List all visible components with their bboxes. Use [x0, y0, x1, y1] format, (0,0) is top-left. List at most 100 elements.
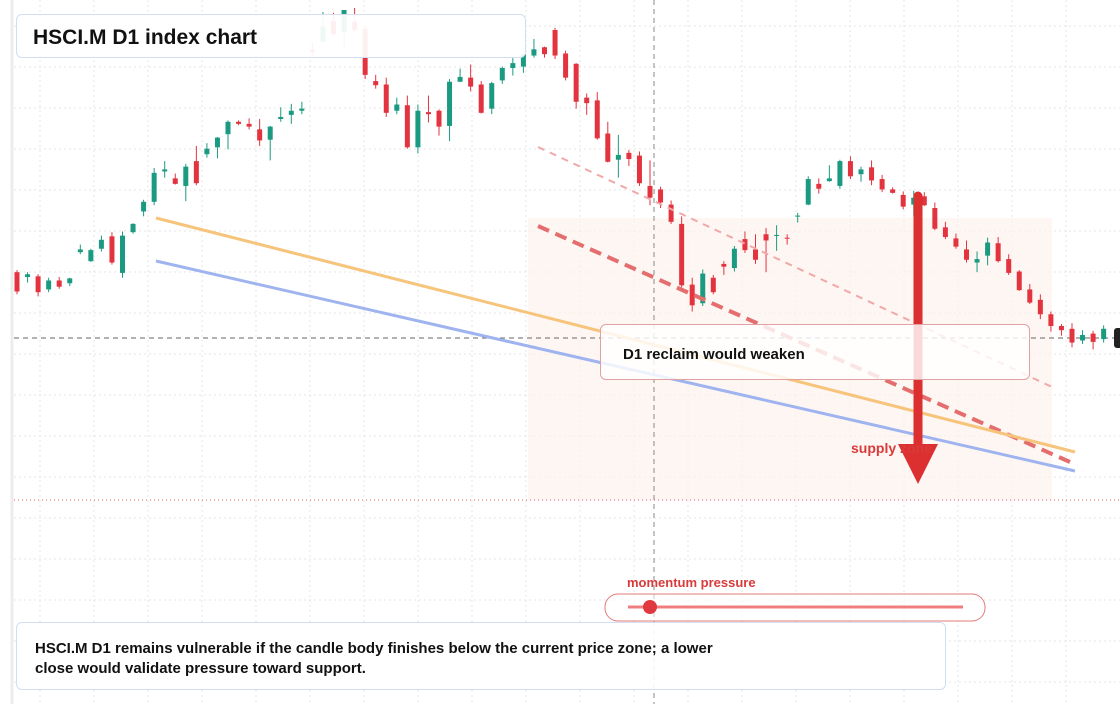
- candle-body: [879, 179, 885, 190]
- candle-body: [584, 97, 590, 104]
- candle-body: [647, 185, 653, 198]
- candle-body: [447, 81, 453, 126]
- candle-body: [721, 263, 727, 267]
- candle-body: [109, 236, 115, 263]
- candle-body: [1090, 333, 1096, 342]
- candle-body: [942, 227, 948, 238]
- candle-body: [394, 104, 400, 111]
- candle-body: [826, 178, 832, 182]
- down-arrow-head: [898, 444, 938, 484]
- candle-body: [921, 196, 927, 206]
- candle-body: [193, 161, 199, 184]
- candle-body: [520, 54, 526, 67]
- candle-body: [257, 129, 263, 141]
- analysis-note-text: HSCI.M D1 remains vulnerable if the cand…: [35, 640, 713, 677]
- candle-body: [225, 121, 231, 135]
- candle-body: [753, 249, 758, 260]
- candle-body: [141, 201, 147, 212]
- candle-body: [404, 105, 410, 148]
- supply-zone-label: supply zone: [851, 440, 932, 456]
- candle-body: [805, 179, 811, 205]
- candle-body: [120, 235, 125, 273]
- candle-body: [774, 234, 780, 236]
- candle-body: [573, 63, 579, 102]
- candle-body: [35, 276, 41, 293]
- candle-body: [25, 274, 31, 278]
- candle-body: [995, 243, 1001, 262]
- candle-body: [1080, 334, 1086, 341]
- candle-body: [130, 223, 136, 233]
- candle-body: [1027, 289, 1033, 303]
- candle-body: [869, 167, 875, 181]
- candle-body: [636, 155, 642, 184]
- candle-body: [383, 84, 389, 113]
- candle-body: [468, 77, 474, 87]
- candle-body: [151, 172, 157, 202]
- candle-body: [531, 49, 537, 56]
- candle-body: [278, 116, 284, 120]
- candle-body: [77, 249, 83, 253]
- candle-body: [162, 169, 168, 172]
- candle-body: [964, 249, 969, 260]
- candle-body: [710, 277, 716, 293]
- candle-body: [1016, 271, 1022, 291]
- analysis-note-card: HSCI.M D1 remains vulnerable if the cand…: [16, 622, 946, 690]
- candle-body: [668, 204, 674, 222]
- candle-body: [731, 248, 737, 269]
- candle-body: [214, 137, 220, 148]
- candle-body: [499, 67, 505, 81]
- reclaim-callout: D1 reclaim would weaken: [600, 324, 1030, 380]
- candle-body: [14, 272, 20, 292]
- candle-body: [489, 83, 495, 109]
- candle-body: [172, 178, 178, 184]
- candle-body: [56, 280, 62, 287]
- candle-body: [478, 84, 484, 113]
- candle-body: [1101, 328, 1107, 340]
- candle-body: [542, 47, 547, 55]
- candle-body: [1037, 299, 1043, 315]
- candle-body: [795, 215, 801, 217]
- candle-body: [974, 259, 980, 263]
- candle-body: [837, 161, 843, 186]
- candle-body: [626, 152, 632, 160]
- candle-body: [204, 148, 210, 155]
- candle-body: [900, 194, 906, 207]
- candle-body: [953, 238, 959, 247]
- candle-body: [510, 63, 516, 68]
- candle-body: [594, 100, 600, 139]
- candle-body: [563, 53, 569, 78]
- title-card: HSCI.M D1 index chart: [16, 14, 526, 58]
- candle-body: [700, 273, 706, 304]
- candle-body: [246, 123, 252, 127]
- candle-body: [742, 239, 748, 251]
- candle-body: [1069, 328, 1075, 343]
- candle-body: [299, 108, 305, 111]
- candle-body: [425, 112, 431, 115]
- candle-body: [890, 189, 896, 193]
- candle-body: [457, 76, 463, 82]
- momentum-slider-knob: [643, 600, 657, 614]
- candle-body: [436, 110, 442, 127]
- candle-body: [784, 237, 790, 239]
- candle-body: [679, 223, 685, 286]
- candle-body: [1048, 314, 1054, 327]
- candle-body: [373, 81, 379, 86]
- candle-body: [552, 30, 558, 56]
- candle-body: [88, 250, 94, 262]
- candle-body: [689, 284, 695, 306]
- candle-body: [763, 234, 769, 241]
- candle-body: [183, 166, 189, 186]
- candle-body: [67, 278, 73, 284]
- candle-body: [858, 169, 864, 175]
- candle-body: [932, 208, 938, 229]
- candle-body: [658, 189, 664, 203]
- callout-text: D1 reclaim would weaken: [623, 346, 805, 363]
- candle-body: [847, 161, 853, 177]
- chart-title: HSCI.M D1 index chart: [33, 26, 258, 49]
- candle-body: [98, 239, 104, 249]
- candle-body: [1006, 259, 1012, 273]
- candle-body: [415, 110, 421, 148]
- price-scale-tag[interactable]: [1114, 328, 1120, 348]
- candle-body: [236, 121, 242, 124]
- candle-body: [605, 133, 611, 162]
